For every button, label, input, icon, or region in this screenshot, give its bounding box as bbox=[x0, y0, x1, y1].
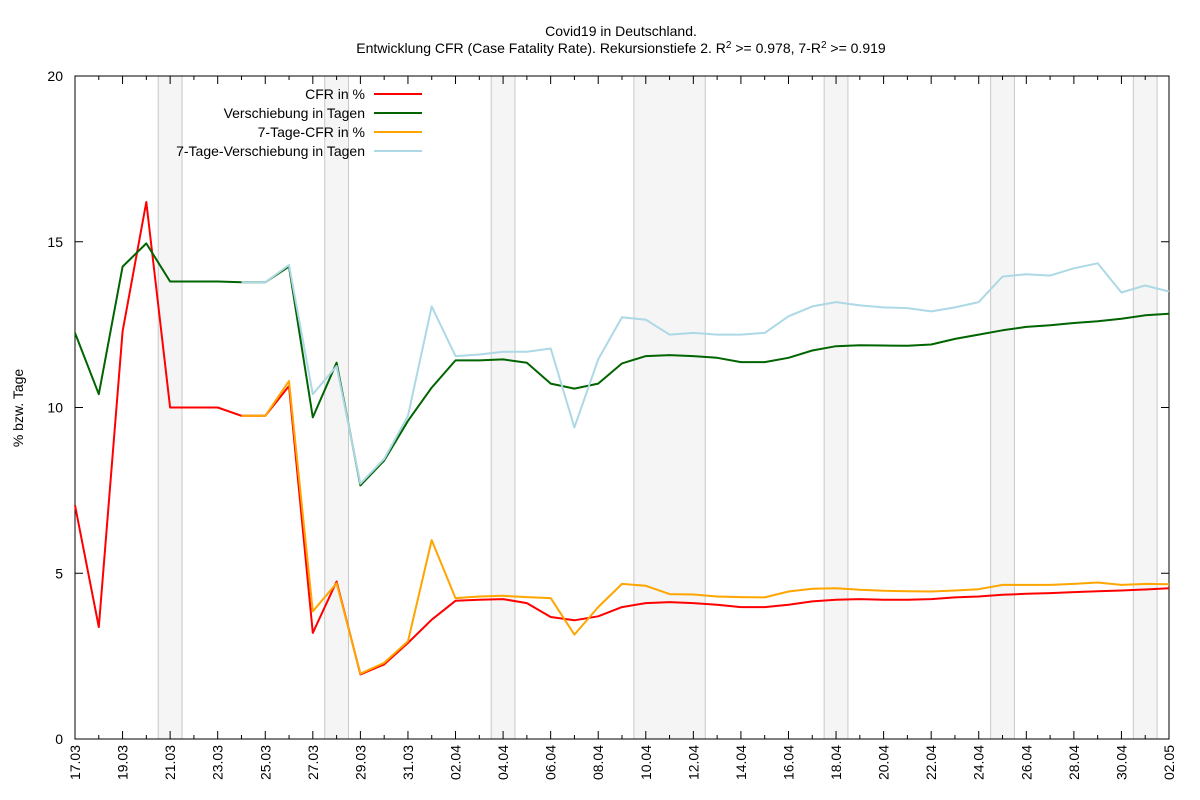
x-tick-label-13: 12.04 bbox=[685, 745, 701, 780]
y-tick-label-2: 10 bbox=[47, 400, 63, 416]
chart-title: Covid19 in Deutschland. bbox=[545, 23, 697, 39]
x-tick-label-17: 20.04 bbox=[876, 745, 892, 780]
weekend-band-2 bbox=[491, 76, 515, 739]
x-tick-label-5: 27.03 bbox=[305, 745, 321, 780]
series-line-3 bbox=[241, 262, 1170, 485]
x-tick-label-10: 06.04 bbox=[543, 745, 559, 780]
x-tick-label-4: 25.03 bbox=[257, 745, 273, 780]
weekend-band-6 bbox=[1133, 76, 1158, 739]
x-tick-label-14: 14.04 bbox=[733, 745, 749, 780]
weekend-band-5 bbox=[990, 76, 1015, 739]
x-tick-label-3: 23.03 bbox=[210, 745, 226, 780]
x-tick-label-1: 19.03 bbox=[115, 745, 131, 780]
weekend-shading bbox=[157, 76, 1158, 739]
x-tick-label-11: 08.04 bbox=[590, 745, 606, 780]
x-tick-label-22: 30.04 bbox=[1113, 745, 1129, 780]
y-tick-label-0: 0 bbox=[55, 731, 63, 747]
x-tick-label-21: 28.04 bbox=[1066, 745, 1082, 780]
legend-label-2: 7-Tage-CFR in % bbox=[258, 124, 365, 140]
weekend-band-3 bbox=[633, 76, 706, 739]
x-tick-label-23: 02.05 bbox=[1161, 745, 1177, 780]
y-tick-label-4: 20 bbox=[47, 68, 63, 84]
subtitle-part3: >= 0.919 bbox=[827, 40, 886, 56]
y-axis: 0 5 10 15 20 bbox=[47, 68, 1169, 747]
x-tick-label-0: 17.03 bbox=[67, 745, 83, 780]
series-lines bbox=[74, 201, 1170, 676]
weekend-band-1 bbox=[324, 76, 349, 739]
legend: CFR in % Verschiebung in Tagen 7-Tage-CFR … bbox=[176, 86, 422, 159]
x-tick-label-16: 18.04 bbox=[828, 745, 844, 780]
x-tick-label-6: 29.03 bbox=[352, 745, 368, 780]
x-tick-label-7: 31.03 bbox=[400, 745, 416, 780]
legend-label-0: CFR in % bbox=[305, 86, 365, 102]
x-tick-label-8: 02.04 bbox=[448, 745, 464, 780]
legend-label-3: 7-Tage-Verschiebung in Tagen bbox=[176, 143, 365, 159]
x-tick-label-12: 10.04 bbox=[638, 745, 654, 780]
legend-label-1: Verschiebung in Tagen bbox=[224, 105, 365, 121]
weekend-band-4 bbox=[824, 76, 848, 739]
series-line-2 bbox=[241, 380, 1170, 675]
subtitle-sup1: 2 bbox=[726, 40, 732, 51]
x-tick-label-9: 04.04 bbox=[495, 745, 511, 780]
subtitle-part2: >= 0.978, 7-R bbox=[731, 40, 821, 56]
y-tick-label-1: 5 bbox=[55, 565, 63, 581]
x-tick-label-20: 26.04 bbox=[1018, 745, 1034, 780]
x-tick-label-15: 16.04 bbox=[780, 745, 796, 780]
y-axis-label: % bzw. Tage bbox=[10, 369, 26, 448]
x-tick-label-2: 21.03 bbox=[162, 745, 178, 780]
subtitle-part1: Entwicklung CFR (Case Fatality Rate). Re… bbox=[356, 40, 726, 56]
x-tick-label-18: 22.04 bbox=[923, 745, 939, 780]
y-tick-label-3: 15 bbox=[47, 234, 63, 250]
x-tick-label-19: 24.04 bbox=[971, 745, 987, 780]
x-axis: 17.03 19.03 21.03 23.03 25.03 27.03 29.03 31.03… bbox=[67, 76, 1177, 780]
subtitle-sup2: 2 bbox=[821, 40, 827, 51]
chart-subtitle: Entwicklung CFR (Case Fatality Rate). Re… bbox=[356, 40, 886, 56]
